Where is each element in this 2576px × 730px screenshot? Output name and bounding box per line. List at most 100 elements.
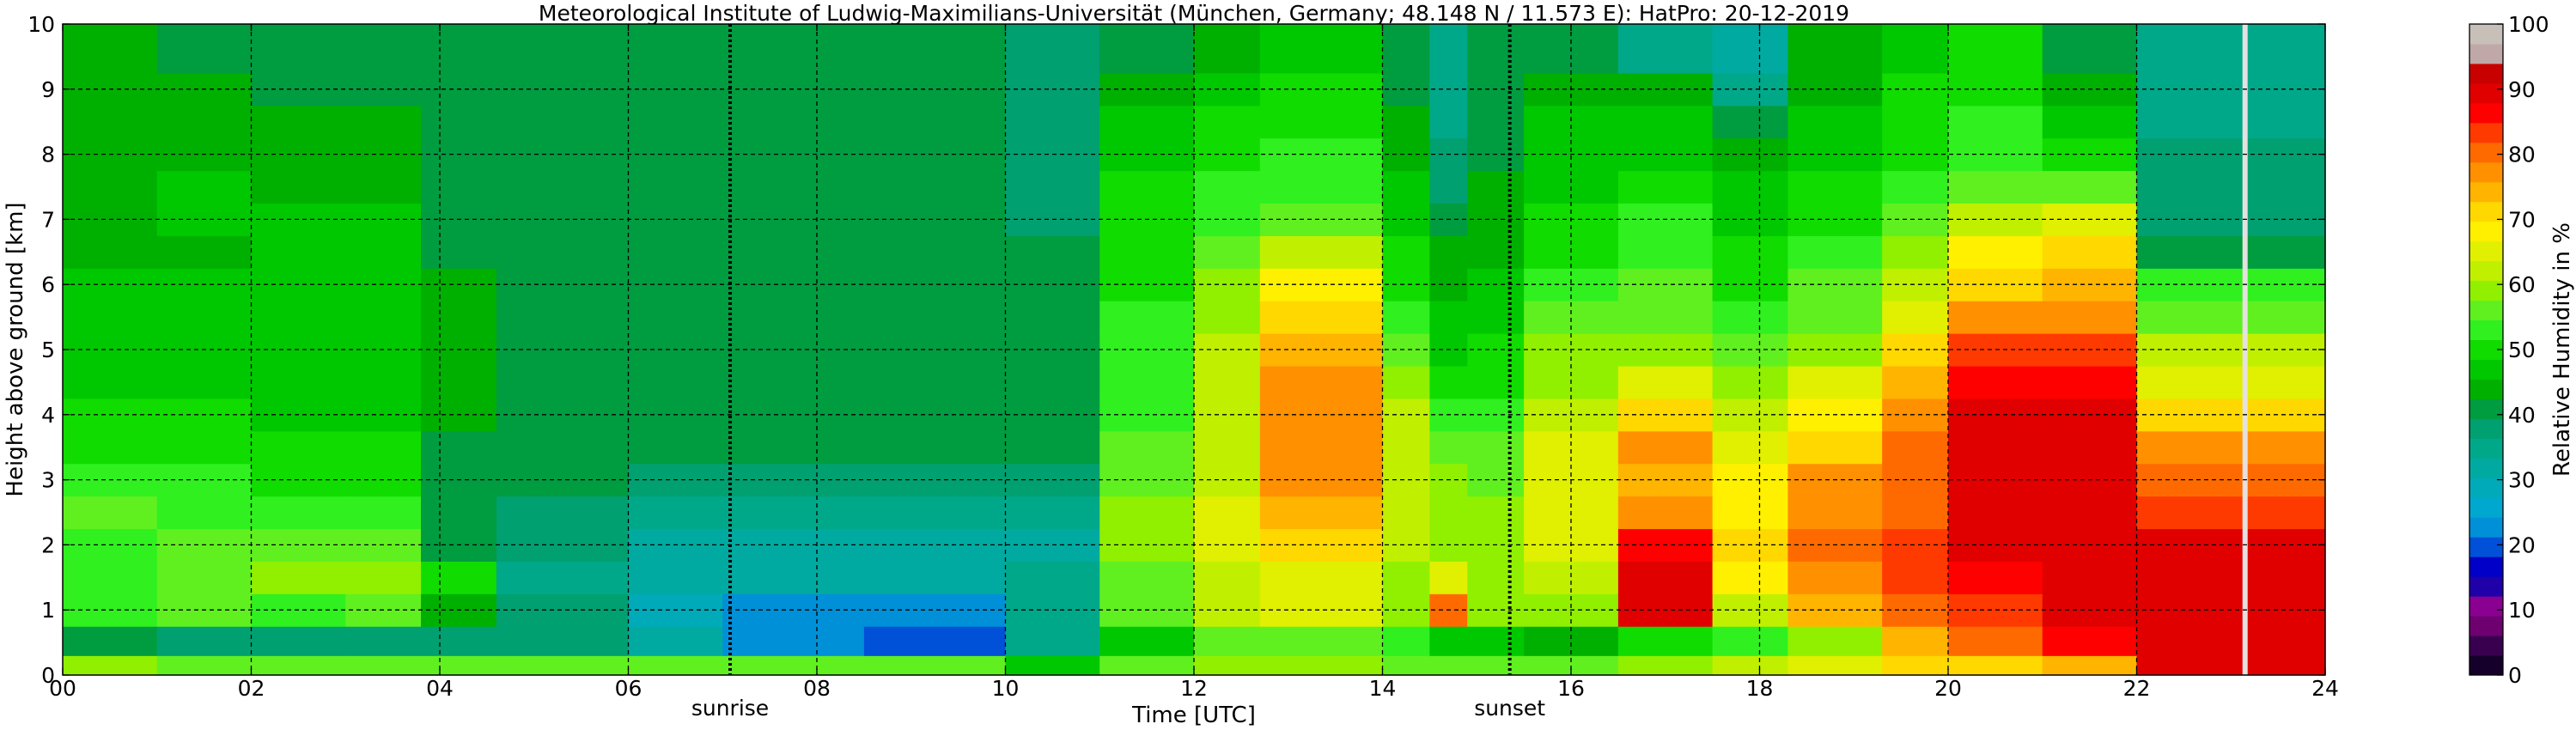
heatmap-cell	[63, 235, 158, 269]
heatmap-cell	[1712, 365, 1789, 399]
heatmap-cell	[2042, 170, 2138, 204]
heatmap-cell	[2136, 235, 2326, 269]
heatmap-cell	[1882, 203, 1949, 236]
heatmap-cell	[628, 301, 723, 334]
heatmap-cell	[63, 301, 158, 334]
heatmap-cell	[628, 655, 723, 676]
heatmap-cell	[1382, 235, 1430, 269]
heatmap-cell	[1617, 170, 1714, 204]
heatmap-cell	[496, 235, 630, 269]
y-tick-label: 8	[41, 143, 55, 167]
heatmap-cell	[863, 626, 1007, 656]
heatmap-cell	[496, 170, 630, 204]
heatmap-cell	[1382, 268, 1430, 301]
heatmap-cell	[1617, 430, 1714, 465]
x-tick-label: 20	[1934, 676, 1962, 701]
heatmap-cell	[1005, 365, 1100, 399]
heatmap-cell	[1382, 170, 1430, 204]
heatmap-cell	[251, 105, 346, 139]
heatmap-cell	[863, 105, 1007, 139]
heatmap-cell	[1429, 626, 1468, 656]
heatmap-cell	[1005, 626, 1100, 656]
heatmap-cell	[1382, 496, 1430, 530]
heatmap-cell	[1382, 528, 1430, 562]
x-tick-label: 18	[1746, 676, 1774, 701]
heatmap-cell	[2136, 105, 2326, 139]
heatmap-cell	[1617, 561, 1714, 594]
heatmap-cell	[345, 430, 422, 465]
heatmap-cell	[1948, 561, 2043, 594]
heatmap-cell	[421, 430, 497, 465]
heatmap-cell	[345, 561, 422, 594]
heatmap-cell	[1787, 365, 1883, 399]
heatmap-cell	[63, 170, 158, 204]
heatmap-cell	[1259, 365, 1384, 399]
heatmap-cell	[1617, 24, 1714, 74]
heatmap-cell	[1948, 365, 2043, 399]
heatmap-cell	[863, 203, 1007, 236]
y-tick-label: 1	[41, 598, 55, 623]
heatmap-cell	[1467, 626, 1525, 656]
heatmap-cell	[496, 301, 630, 334]
heatmap-cell	[1467, 105, 1525, 139]
colorbar-swatch	[2469, 478, 2503, 498]
heatmap-cell	[1882, 463, 1949, 497]
colorbar-swatch	[2469, 576, 2503, 597]
heatmap-cell	[1099, 496, 1195, 530]
x-tick-label: 16	[1557, 676, 1585, 701]
heatmap-cell	[1259, 626, 1384, 656]
colorbar: 0 10 20 30 40 50 60 70 80 90 100	[2469, 12, 2549, 688]
heatmap-cell	[1524, 655, 1619, 676]
y-axis: 0 1 2 3 4 5 6 7 8 9 10	[27, 12, 2325, 688]
colorbar-swatch	[2469, 122, 2503, 143]
heatmap-cell	[251, 430, 346, 465]
heatmap-cell	[1712, 626, 1789, 656]
heatmap-cell	[1429, 561, 1468, 594]
x-tick-label: 06	[615, 676, 642, 701]
heatmap-cell	[2042, 24, 2138, 74]
heatmap-cell	[496, 268, 630, 301]
heatmap-cell	[1194, 301, 1261, 334]
heatmap-cell	[1005, 24, 1100, 74]
heatmap-cell	[496, 463, 630, 497]
heatmap-cell	[1429, 655, 1468, 676]
heatmap-cell	[1467, 235, 1525, 269]
heatmap-cell	[863, 365, 1007, 399]
y-tick-label: 2	[41, 532, 55, 557]
heatmap-cell	[722, 626, 865, 656]
heatmap-cell	[1194, 137, 1261, 172]
heatmap-cell	[1194, 496, 1261, 530]
colorbar-swatch	[2469, 63, 2503, 84]
colorbar-swatch	[2469, 221, 2503, 242]
heatmap-cell	[1429, 24, 1468, 74]
x-axis: 00 02 04 06 08 10 12 14 16 18 20 22 24	[49, 24, 2339, 701]
colorbar-swatch	[2469, 181, 2503, 203]
heatmap-cell	[496, 24, 630, 74]
heatmap-cell	[1467, 430, 1525, 465]
x-tick-label: 14	[1369, 676, 1397, 701]
heatmap-cell	[496, 626, 630, 656]
heatmap-cell	[63, 626, 158, 656]
heatmap-cell	[1712, 170, 1789, 204]
heatmap-cell	[1259, 430, 1384, 465]
heatmap-cell	[2042, 301, 2138, 334]
event-labels: sunrise sunset	[691, 696, 1545, 721]
heatmap-cell	[628, 235, 723, 269]
heatmap-cell	[156, 561, 253, 594]
heatmap-cell	[1382, 137, 1430, 172]
heatmap-cells	[63, 24, 2326, 676]
colorbar-swatch	[2469, 557, 2503, 577]
colorbar-tick-label: 20	[2508, 532, 2536, 557]
heatmap-cell	[1787, 496, 1883, 530]
heatmap-cell	[628, 170, 723, 204]
heatmap-cell	[1787, 105, 1883, 139]
heatmap-cell	[1712, 105, 1789, 139]
heatmap-cell	[722, 496, 865, 530]
heatmap-cell	[1617, 626, 1714, 656]
colorbar-swatch	[2469, 102, 2503, 124]
heatmap-cell	[496, 528, 630, 562]
heatmap-cell	[1882, 235, 1949, 269]
heatmap-cell	[1882, 655, 1949, 676]
x-tick-label: 10	[992, 676, 1020, 701]
